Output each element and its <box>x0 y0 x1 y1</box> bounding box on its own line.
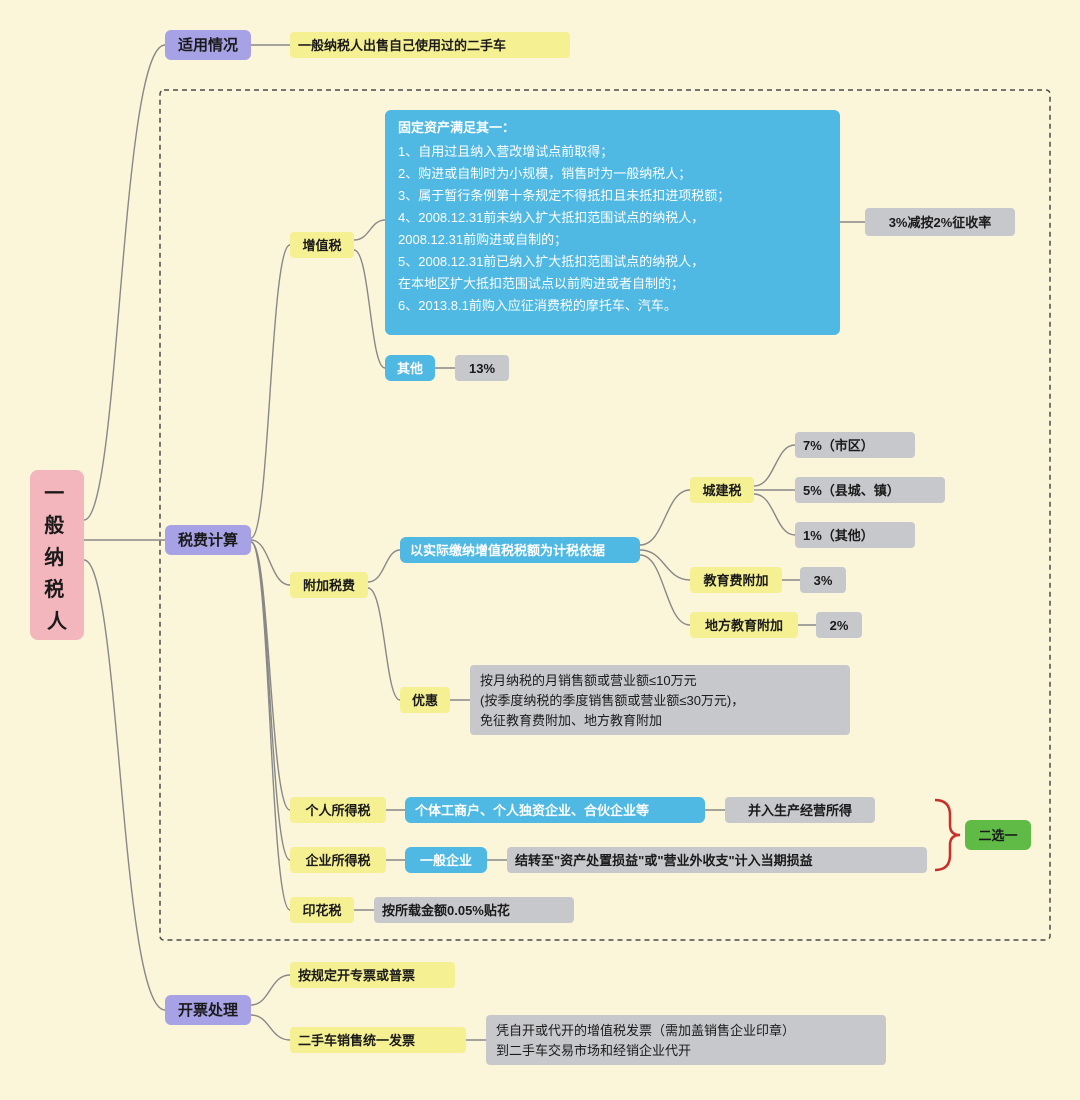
section-invoice-title: 开票处理 <box>178 1001 238 1019</box>
citytax-rate-1: 5%（县城、镇） <box>803 483 900 498</box>
cit-label: 企业所得税 <box>304 853 370 868</box>
stamp-rate: 按所载金额0.05%贴花 <box>382 903 510 918</box>
relief-label: 优惠 <box>412 693 438 708</box>
vat-other-label: 其他 <box>397 361 423 376</box>
mindmap: 一 般 纳 税 人 适用情况 一般纳税人出售自己使用过的二手车 税费计算 增值税… <box>0 0 1080 1100</box>
choose-one-brace <box>935 800 960 870</box>
pit-scope: 个体工商户、个人独资企业、合伙企业等 <box>414 803 649 818</box>
cit-treatment: 结转至"资产处置损益"或"营业外收支"计入当期损益 <box>515 853 813 868</box>
vat-rate-simplified: 3%减按2%征收率 <box>889 215 992 230</box>
localedu-label: 地方教育附加 <box>705 618 783 633</box>
vat-label: 增值税 <box>302 238 341 253</box>
pit-treatment: 并入生产经营所得 <box>748 803 852 818</box>
invoice-item1: 按规定开专票或普票 <box>298 968 415 983</box>
localedu-rate: 2% <box>830 618 849 633</box>
vat-other-rate: 13% <box>469 361 495 376</box>
stamp-label: 印花税 <box>302 903 341 918</box>
choose-one: 二选一 <box>978 828 1017 843</box>
cit-scope: 一般企业 <box>420 853 472 868</box>
invoice-item2-label: 二手车销售统一发票 <box>298 1033 415 1048</box>
citytax-rate-0: 7%（市区） <box>803 438 874 453</box>
vat-fa-heading: 固定资产满足其一： <box>398 120 515 135</box>
citytax-label: 城建税 <box>702 483 741 498</box>
pit-label: 个人所得税 <box>304 803 370 818</box>
edu-rate: 3% <box>814 573 833 588</box>
surcharge-label: 附加税费 <box>303 578 355 593</box>
citytax-rate-2: 1%（其他） <box>803 528 874 543</box>
applicable-text: 一般纳税人出售自己使用过的二手车 <box>298 38 506 53</box>
section-applicable-title: 适用情况 <box>178 36 238 54</box>
section-tax-title: 税费计算 <box>178 531 238 549</box>
surcharge-basis: 以实际缴纳增值税税额为计税依据 <box>410 543 605 558</box>
edu-label: 教育费附加 <box>702 573 768 588</box>
